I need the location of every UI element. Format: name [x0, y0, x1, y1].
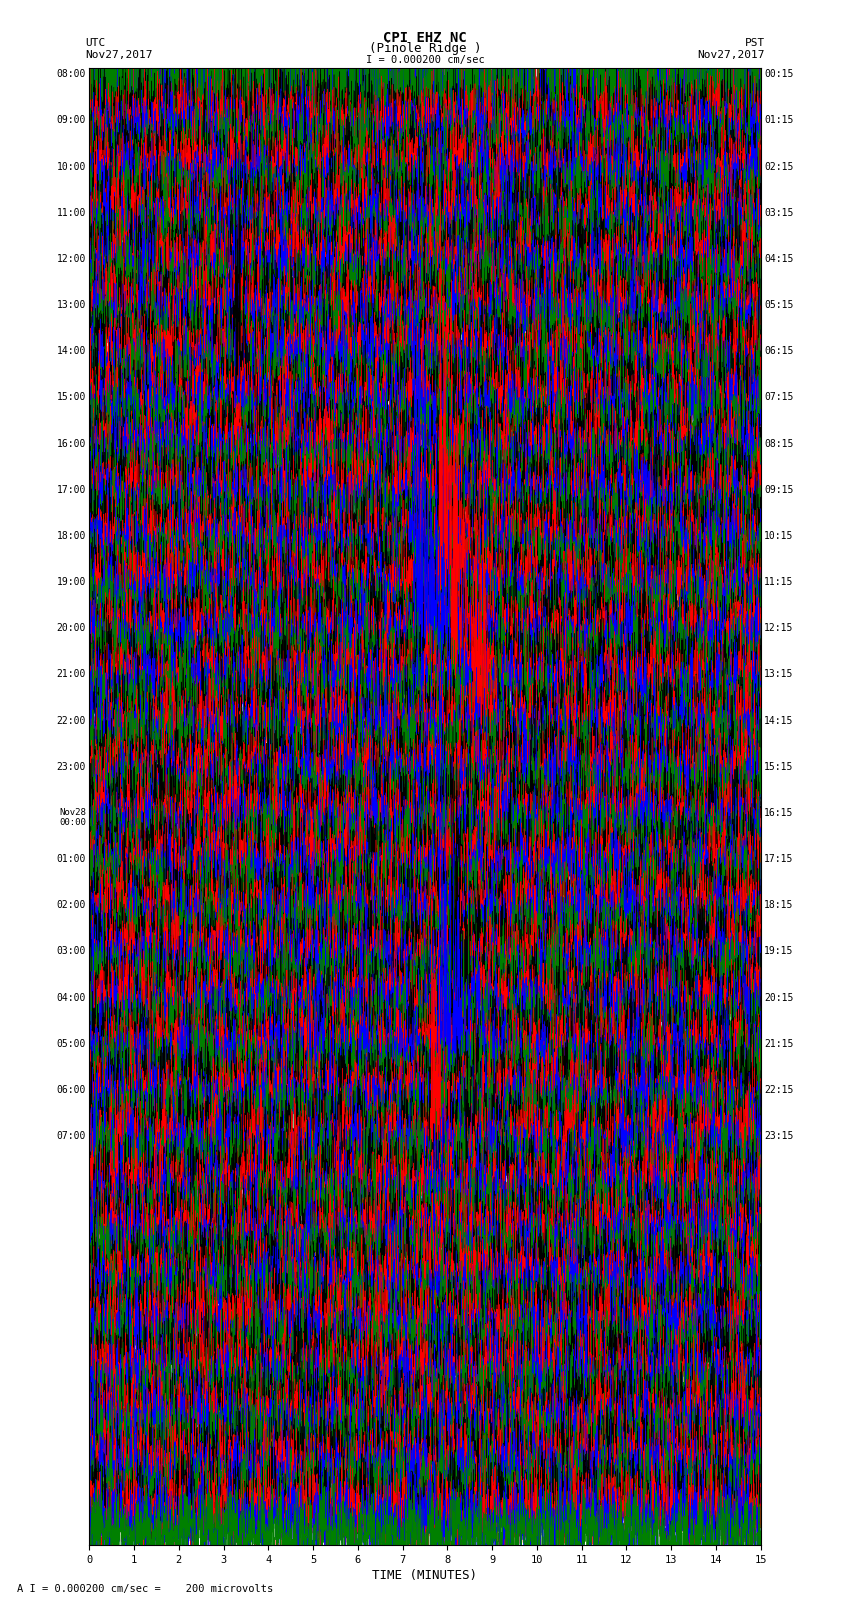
Text: 22:00: 22:00 [56, 716, 86, 726]
Text: 08:00: 08:00 [56, 69, 86, 79]
Text: 23:15: 23:15 [764, 1131, 794, 1140]
Text: A I = 0.000200 cm/sec =    200 microvolts: A I = 0.000200 cm/sec = 200 microvolts [17, 1584, 273, 1594]
Text: UTC: UTC [85, 39, 105, 48]
Text: 20:15: 20:15 [764, 992, 794, 1003]
Text: CPI EHZ NC: CPI EHZ NC [383, 31, 467, 45]
Text: (Pinole Ridge ): (Pinole Ridge ) [369, 42, 481, 55]
Text: Nov27,2017: Nov27,2017 [85, 50, 152, 60]
Text: 14:15: 14:15 [764, 716, 794, 726]
Text: 05:00: 05:00 [56, 1039, 86, 1048]
Text: 01:00: 01:00 [56, 855, 86, 865]
Text: 06:15: 06:15 [764, 347, 794, 356]
Text: 08:15: 08:15 [764, 439, 794, 448]
Text: 11:00: 11:00 [56, 208, 86, 218]
Text: Nov27,2017: Nov27,2017 [698, 50, 765, 60]
Text: 18:15: 18:15 [764, 900, 794, 910]
Text: 19:00: 19:00 [56, 577, 86, 587]
Text: 03:00: 03:00 [56, 947, 86, 957]
Text: 14:00: 14:00 [56, 347, 86, 356]
X-axis label: TIME (MINUTES): TIME (MINUTES) [372, 1569, 478, 1582]
Text: 16:00: 16:00 [56, 439, 86, 448]
Text: 04:15: 04:15 [764, 253, 794, 265]
Text: 20:00: 20:00 [56, 623, 86, 634]
Text: Nov28
00:00: Nov28 00:00 [59, 808, 86, 827]
Text: 22:15: 22:15 [764, 1086, 794, 1095]
Text: 07:00: 07:00 [56, 1131, 86, 1140]
Text: 15:00: 15:00 [56, 392, 86, 402]
Text: 21:15: 21:15 [764, 1039, 794, 1048]
Text: 10:15: 10:15 [764, 531, 794, 540]
Text: 16:15: 16:15 [764, 808, 794, 818]
Text: 02:00: 02:00 [56, 900, 86, 910]
Text: 02:15: 02:15 [764, 161, 794, 171]
Text: 09:00: 09:00 [56, 116, 86, 126]
Text: 05:15: 05:15 [764, 300, 794, 310]
Text: 10:00: 10:00 [56, 161, 86, 171]
Text: 06:00: 06:00 [56, 1086, 86, 1095]
Text: 23:00: 23:00 [56, 761, 86, 771]
Text: 19:15: 19:15 [764, 947, 794, 957]
Text: 21:00: 21:00 [56, 669, 86, 679]
Text: 15:15: 15:15 [764, 761, 794, 771]
Text: 17:00: 17:00 [56, 486, 86, 495]
Text: 04:00: 04:00 [56, 992, 86, 1003]
Text: PST: PST [745, 39, 765, 48]
Text: 18:00: 18:00 [56, 531, 86, 540]
Text: 11:15: 11:15 [764, 577, 794, 587]
Text: I = 0.000200 cm/sec: I = 0.000200 cm/sec [366, 55, 484, 65]
Text: 07:15: 07:15 [764, 392, 794, 402]
Text: 17:15: 17:15 [764, 855, 794, 865]
Text: 13:15: 13:15 [764, 669, 794, 679]
Text: 00:15: 00:15 [764, 69, 794, 79]
Text: 12:15: 12:15 [764, 623, 794, 634]
Text: 12:00: 12:00 [56, 253, 86, 265]
Text: 13:00: 13:00 [56, 300, 86, 310]
Text: 01:15: 01:15 [764, 116, 794, 126]
Text: 09:15: 09:15 [764, 486, 794, 495]
Text: 03:15: 03:15 [764, 208, 794, 218]
